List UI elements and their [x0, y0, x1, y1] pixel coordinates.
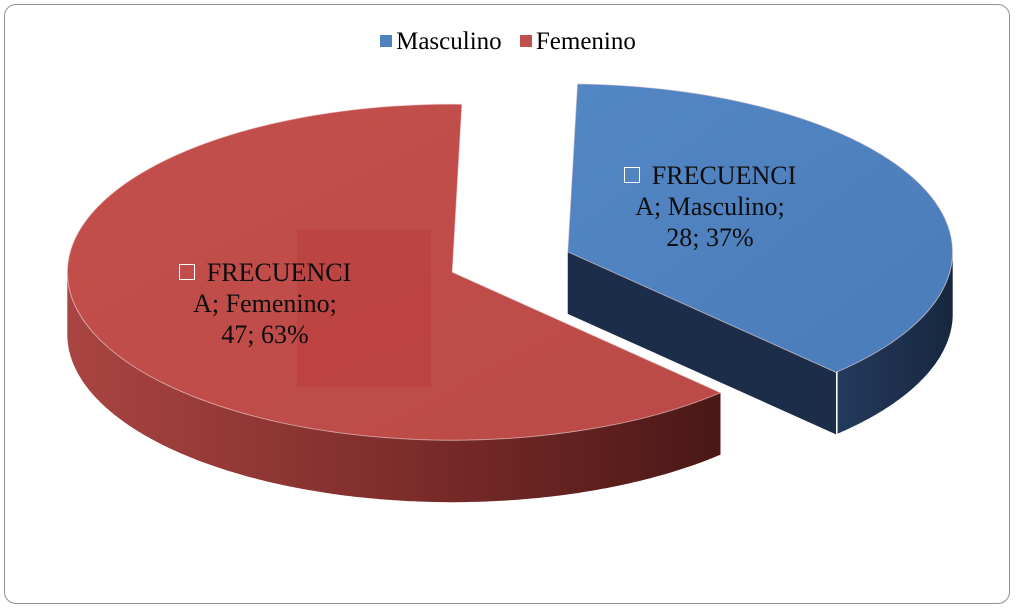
data-label-femenino: FRECUENCI A; Femenino; 47; 63%	[140, 257, 390, 350]
pie-top-masculino	[567, 83, 954, 373]
legend-label-femenino: Femenino	[535, 28, 636, 55]
data-label-femenino-line-3: 47; 63%	[221, 320, 309, 349]
data-label-masculino-line-1: FRECUENCI	[585, 160, 835, 191]
legend-swatch-femenino	[519, 35, 532, 48]
chart-legend: Masculino Femenino	[0, 28, 1016, 56]
legend-label-masculino: Masculino	[396, 28, 502, 55]
legend-swatch-masculino	[380, 35, 393, 48]
label-marker-icon	[178, 264, 195, 281]
data-label-femenino-line-2: A; Femenino;	[193, 289, 337, 318]
data-label-femenino-line-1: FRECUENCI	[140, 257, 390, 288]
label-marker-icon	[623, 167, 640, 184]
legend-item-femenino: Femenino	[519, 28, 636, 56]
pie-cut-face-masculino	[567, 251, 836, 435]
pie-label-highlight	[297, 229, 431, 387]
legend-item-masculino: Masculino	[380, 28, 502, 56]
data-label-masculino-line-3: 28; 37%	[666, 223, 754, 252]
pie-top-femenino	[66, 103, 722, 441]
pie-slice-masculino	[567, 83, 954, 435]
data-label-masculino: FRECUENCI A; Masculino; 28; 37%	[585, 160, 835, 253]
data-label-masculino-line-2: A; Masculino;	[635, 192, 785, 221]
pie-slice-femenino	[66, 103, 722, 503]
pie-side-masculino	[837, 249, 953, 434]
pie-side-femenino	[67, 269, 721, 503]
